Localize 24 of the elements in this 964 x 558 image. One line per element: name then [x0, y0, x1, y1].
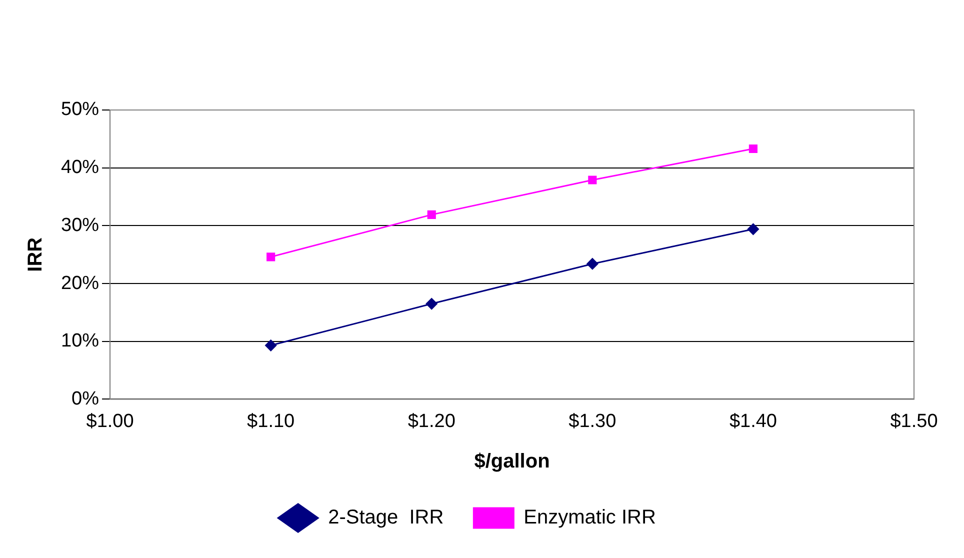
x-tick-label: $1.10 [247, 410, 295, 432]
x-tick-label: $1.50 [890, 410, 938, 432]
point [426, 298, 438, 310]
x-tick-label: $1.00 [86, 410, 134, 432]
point [748, 144, 758, 154]
x-axis-title: $/gallon [474, 450, 550, 473]
x-tick-label: $1.40 [729, 410, 777, 432]
x-tick-label: $1.20 [408, 410, 456, 432]
y-axis-title: IRR [24, 236, 47, 272]
point [266, 252, 276, 262]
legend-label: Enzymatic IRR [524, 506, 656, 529]
y-tick-label: 30% [60, 214, 100, 236]
y-tick-label: 40% [60, 157, 100, 178]
point [588, 176, 597, 184]
x-tick-label: $1.30 [568, 410, 616, 432]
y-tick-label: 20% [60, 272, 100, 294]
legend-label: 2-Stage IRR [328, 506, 444, 529]
point [747, 223, 759, 235]
point [265, 340, 277, 352]
point [586, 258, 598, 270]
point [427, 210, 436, 219]
y-tick-label: 50% [60, 99, 100, 120]
y-tick-label: 10% [60, 330, 100, 352]
y-tick-label: 0% [72, 388, 100, 410]
